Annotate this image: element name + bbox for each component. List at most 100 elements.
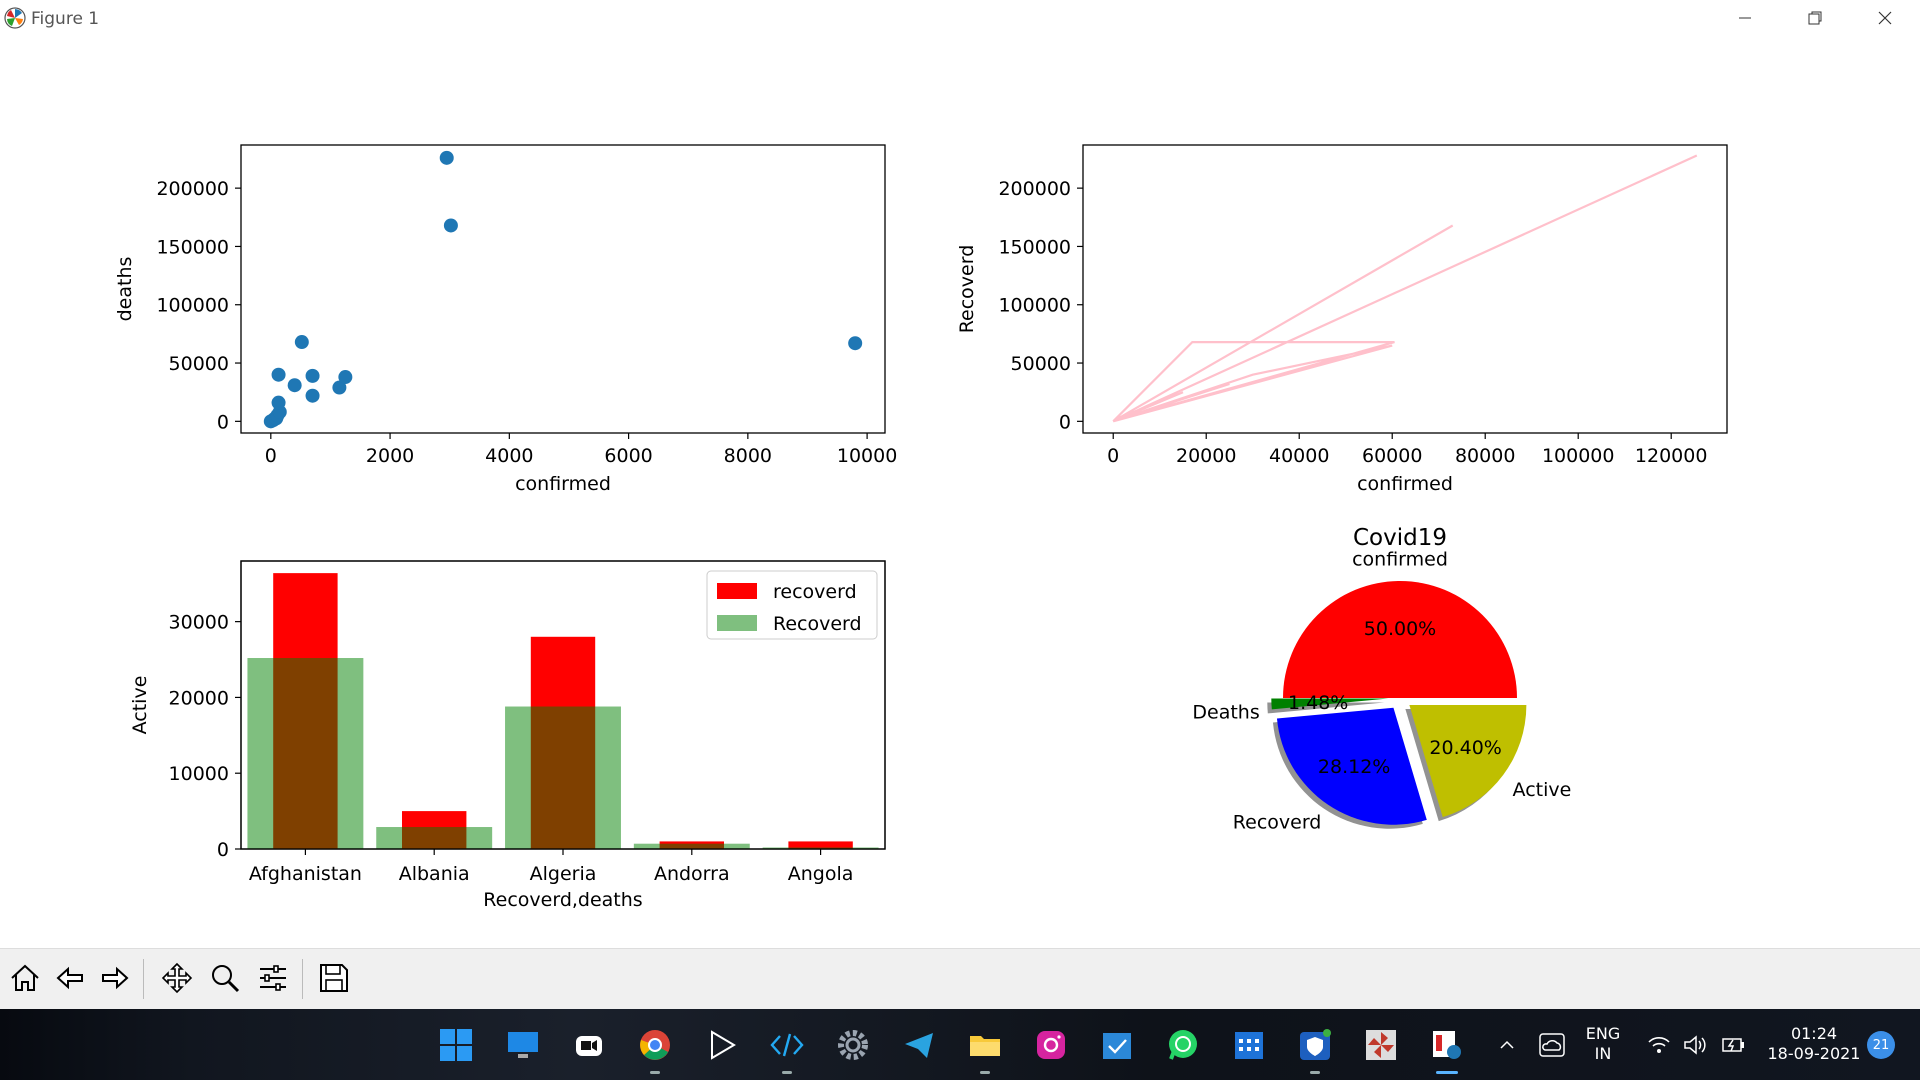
clock-time: 01:24 [1790,1024,1838,1043]
start-button[interactable] [436,1025,476,1065]
window-titlebar: Figure 1 [0,0,1920,37]
video-camera-icon [576,1036,602,1056]
scatter-point [287,378,302,393]
configure-subplots-button[interactable] [252,957,294,999]
x-tick-label: 120000 [1635,445,1708,467]
taskbar-python-figure-app[interactable] [1427,1025,1467,1065]
pan-button[interactable] [156,957,198,999]
pie-slice [1409,704,1527,818]
language-code: ENG [1585,1024,1621,1043]
x-tick-label: 0 [265,445,277,467]
pie-slice [1271,698,1389,710]
scatter-point [294,335,309,350]
taskbar-file-explorer-app[interactable] [965,1025,1005,1065]
y-tick-label: 150000 [156,236,229,258]
figure-window-icon [1433,1031,1461,1059]
taskbar-todo-app[interactable] [1097,1025,1137,1065]
toolbar-separator [302,959,303,999]
taskbar-desktop-app[interactable] [503,1025,543,1065]
taskbar-vscode-app[interactable] [767,1025,807,1065]
x-tick-label: 80000 [1455,445,1515,467]
onedrive-button[interactable] [1535,1025,1569,1065]
chart-1: 0 50000 100000 150000 200000 confirmed deaths 0… [114,144,897,495]
instagram-icon [1037,1031,1065,1059]
chart-2: 050000100000150000200000confirmedRecover… [956,144,1728,495]
battery-button[interactable] [1720,1025,1748,1065]
taskbar-antivirus-app[interactable] [1295,1025,1335,1065]
y-tick-label: 0 [217,839,229,861]
pie-slice-label: Active [1513,779,1572,801]
minimize-button[interactable] [1710,0,1780,36]
taskbar-chrome-app[interactable] [635,1025,675,1065]
bar-recoverd [788,841,853,849]
y-tick-label: 30000 [169,612,229,634]
taskbar: ENG IN 01:24 18-09-2021 21 [0,1009,1920,1080]
network-button[interactable] [1646,1025,1672,1065]
calendar-grid-icon [1235,1032,1263,1059]
pie-pct-label: 50.00% [1364,618,1436,640]
pie-slice [1276,707,1427,825]
x-tick-label: 6000 [604,445,652,467]
gear-icon [838,1030,868,1060]
active-app-indicator [1436,1071,1458,1074]
minimize-icon [1739,17,1751,19]
close-button[interactable] [1850,0,1920,36]
bar-recoverd-overlay [247,658,364,849]
x-tick-label: 8000 [724,445,772,467]
scatter-point [848,336,863,351]
taskbar-telegram-app[interactable] [899,1025,939,1065]
taskbar-image-app[interactable] [1361,1025,1401,1065]
x-tick-label: Albania [399,863,470,885]
restore-button[interactable] [1780,0,1850,36]
y-tick-label: 100000 [156,295,229,317]
x-tick-label: 100000 [1542,445,1615,467]
pie-pct-label: 28.12% [1318,756,1390,778]
notification-center-button[interactable]: 21 [1864,1025,1898,1065]
x-axis-label: confirmed [515,473,611,495]
y-axis-label: deaths [114,257,136,322]
forward-button[interactable] [93,957,135,999]
save-button[interactable] [313,957,355,999]
taskbar-media-app[interactable] [701,1025,741,1065]
show-hidden-icons-button[interactable] [1495,1025,1519,1065]
zoom-button[interactable] [204,957,246,999]
back-button[interactable] [50,957,92,999]
taskbar-instagram-app[interactable] [1031,1025,1071,1065]
x-tick-label: 4000 [485,445,533,467]
taskbar-settings-app[interactable] [833,1025,873,1065]
chart-3: 0 10000 20000 30000 Recoverd,deaths Active Afg… [129,560,886,911]
floppy-disk-icon [320,964,348,992]
figure-canvas[interactable]: 0 50000 100000 150000 200000 confirmed deaths 0… [0,36,1920,948]
clock[interactable]: 01:24 18-09-2021 [1764,1024,1864,1064]
taskbar-zoom-app[interactable] [569,1025,609,1065]
x-tick-label: 0 [1107,445,1119,467]
monitor-icon [508,1032,538,1058]
region-code: IN [1594,1044,1612,1063]
clock-date: 18-09-2021 [1767,1044,1861,1063]
navigation-toolbar [0,948,1920,1010]
toolbar-separator [143,959,144,999]
y-tick-label: 50000 [169,353,229,375]
taskbar-calendar-app[interactable] [1229,1025,1269,1065]
notification-count-badge: 21 [1867,1031,1895,1059]
scatter-point [439,150,454,165]
cloud-icon [1539,1033,1565,1057]
sliders-icon [260,965,286,991]
pie-slice-label: confirmed [1352,548,1448,570]
input-language[interactable]: ENG IN [1580,1024,1626,1064]
x-axis-label: confirmed [1357,473,1453,495]
y-tick-label: 150000 [998,236,1071,258]
bar-recoverd-overlay [633,843,750,849]
close-icon [1878,11,1892,25]
x-tick-label: Angola [788,863,854,885]
x-axis-label: Recoverd,deaths [483,889,642,911]
taskbar-whatsapp-app[interactable] [1163,1025,1203,1065]
home-button[interactable] [4,957,46,999]
volume-button[interactable] [1682,1025,1710,1065]
scatter-point [338,370,353,385]
scatter-point [305,368,320,383]
pie-pct-label: 20.40% [1429,737,1501,759]
plot-area [240,144,886,434]
paper-plane-icon [905,1033,933,1058]
scatter-point [271,395,286,410]
